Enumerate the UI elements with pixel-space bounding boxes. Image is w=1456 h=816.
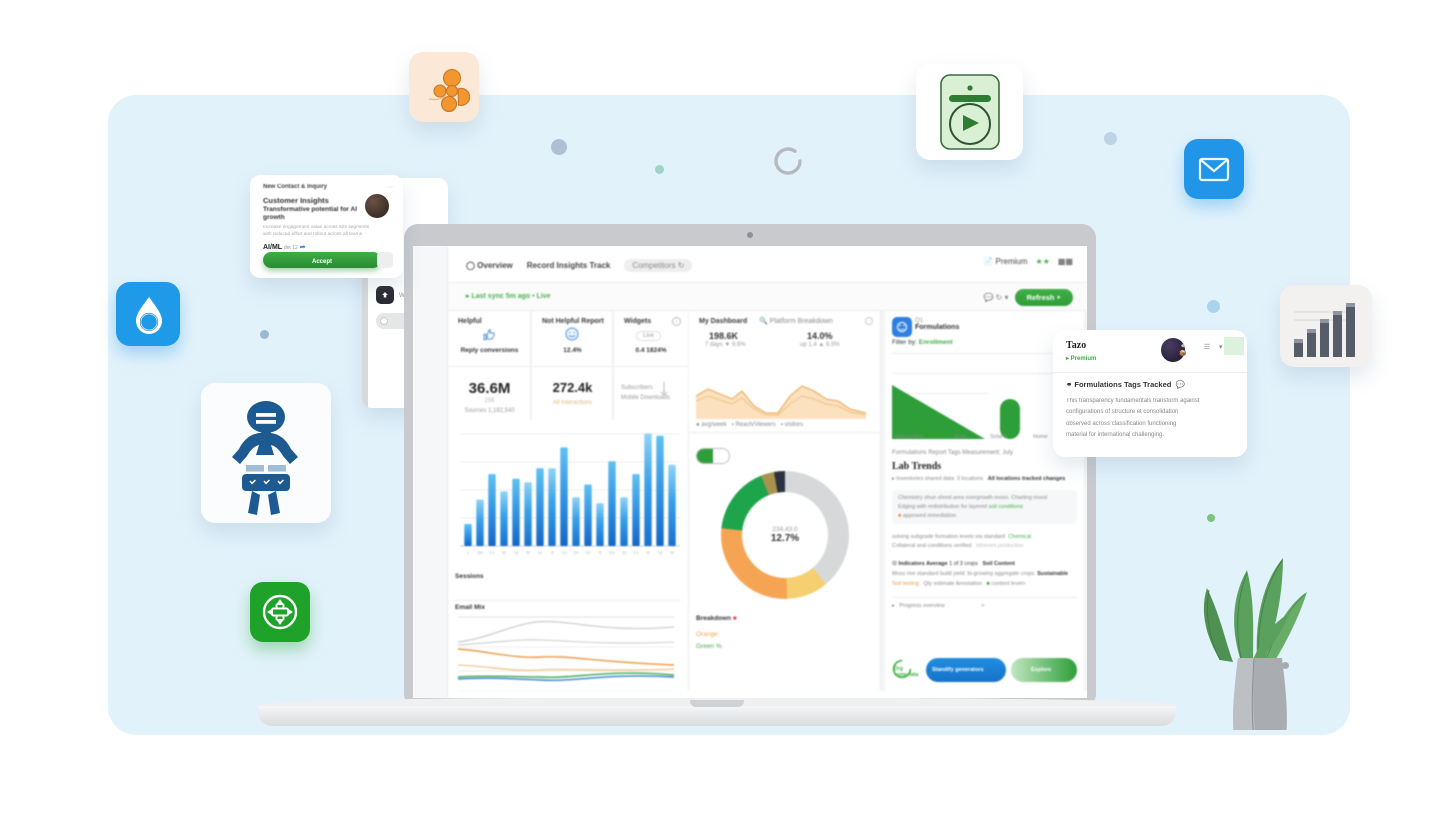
svg-text:Fe: Fe [634, 550, 640, 555]
svg-text:M: M [670, 550, 674, 555]
svg-text:1: 1 [467, 550, 470, 555]
svg-text:Jan: Jan [477, 550, 484, 555]
svg-text:Ap: Ap [513, 550, 519, 555]
svg-text:Oc: Oc [585, 550, 590, 555]
svg-text:Ju: Ju [538, 550, 543, 555]
svg-text:M: M [646, 550, 650, 555]
svg-text:Ap: Ap [657, 550, 663, 555]
svg-text:Fe: Fe [490, 550, 496, 555]
svg-text:N: N [598, 550, 601, 555]
svg-text:Ja: Ja [622, 550, 627, 555]
svg-text:Jl: Jl [550, 550, 553, 555]
svg-text:M: M [502, 550, 506, 555]
svg-text:De: De [609, 550, 615, 555]
svg-text:Au: Au [561, 550, 567, 555]
svg-text:M: M [526, 550, 530, 555]
svg-text:Se: Se [573, 550, 579, 555]
